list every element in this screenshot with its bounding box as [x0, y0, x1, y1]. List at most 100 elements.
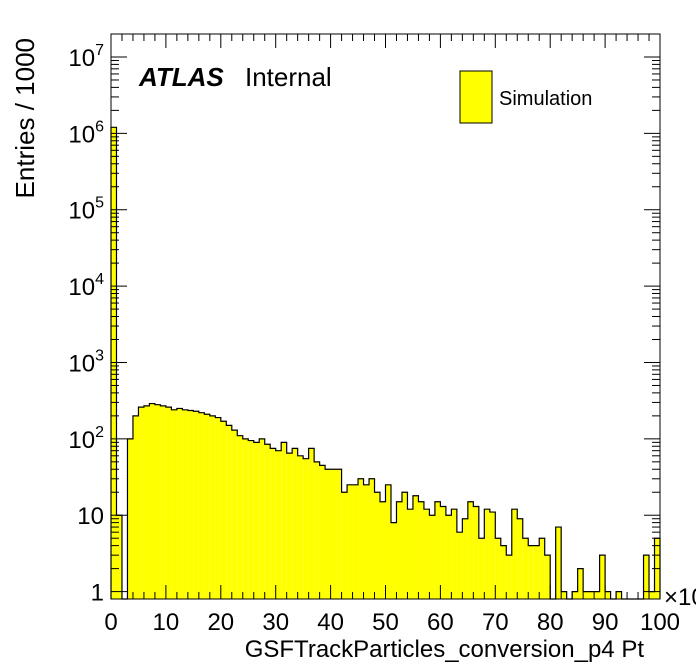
histogram-bin [154, 404, 161, 599]
histogram-bin [363, 484, 370, 599]
histogram-bin [319, 465, 326, 599]
histogram-bin [577, 568, 584, 599]
histogram-bin [539, 538, 545, 599]
histogram-bin [259, 438, 265, 599]
histogram-bin [412, 495, 419, 599]
histogram-bin [484, 509, 490, 599]
x-tick-label: 90 [592, 609, 619, 636]
histogram-outline [110, 126, 661, 600]
y-tick-labels: 1 10 102 103 104 105 106 107 [68, 42, 104, 607]
histogram-bin [138, 407, 144, 599]
histogram-bin [583, 591, 589, 599]
histogram-bin [522, 538, 529, 599]
histogram-bin [467, 501, 474, 599]
x-tick-label: 100 [640, 609, 680, 636]
x-tick-label: 50 [372, 609, 399, 636]
histogram-bin [533, 545, 540, 599]
histogram-bin [111, 127, 117, 599]
histogram-bin [374, 492, 381, 599]
histogram-bin [171, 409, 177, 599]
histogram-bin [127, 438, 133, 599]
histogram-bin [500, 545, 507, 599]
histogram-bin [605, 591, 611, 599]
histogram-bin [193, 411, 199, 599]
legend-swatch [459, 70, 493, 124]
histogram-bin [594, 591, 600, 599]
histogram-bin [264, 444, 271, 599]
y-tick-label: 103 [68, 347, 104, 377]
histogram-bin [176, 408, 183, 599]
histogram-bin [286, 453, 293, 599]
histogram-bin [401, 492, 408, 599]
histogram-bin [325, 469, 331, 599]
histogram-bin [275, 450, 282, 599]
histogram-bin [297, 455, 304, 599]
histogram-bin [495, 538, 501, 599]
histogram-bin [489, 512, 496, 599]
histogram-bin [555, 527, 562, 599]
histogram-bin [242, 438, 249, 599]
histogram-bin [198, 412, 205, 599]
histogram-bin [352, 484, 359, 599]
histogram-bin [478, 538, 485, 599]
histogram-bin [347, 484, 353, 599]
histogram-bin [341, 492, 348, 599]
y-tick-label: 107 [68, 42, 104, 72]
atlas-label: ATLAS Internal [138, 62, 332, 92]
histogram-bin [237, 435, 243, 599]
histogram-bin [588, 591, 595, 599]
histogram-bin [528, 545, 534, 599]
histogram-bin [511, 509, 518, 599]
histogram-bin [149, 403, 155, 599]
histogram-bin [390, 522, 397, 599]
x-tick-label: 70 [482, 609, 509, 636]
histogram-bin [423, 509, 430, 599]
histogram-bin [643, 555, 650, 599]
histogram-bin [561, 591, 567, 599]
x-axis-label: GSFTrackParticles_conversion_p4 Pt [245, 636, 645, 663]
histogram-bin [385, 484, 391, 599]
histogram-bin [649, 591, 655, 599]
x-axis-exponent: ×10 [664, 584, 696, 611]
histogram-bin [253, 442, 260, 599]
x-tick-label: 30 [262, 609, 289, 636]
y-axis-label: Entries / 1000 [10, 38, 40, 198]
histogram-bin [292, 448, 298, 599]
x-tick-label: 80 [537, 609, 564, 636]
histogram-bin [330, 469, 337, 599]
y-tick-label: 104 [68, 271, 104, 301]
atlas-label-internal: Internal [245, 62, 332, 92]
x-tick-label: 60 [427, 609, 454, 636]
histogram-bin [270, 448, 276, 599]
legend-label: Simulation [499, 88, 592, 110]
histogram-bin [231, 430, 238, 599]
histogram-bin [429, 515, 435, 599]
histogram-bin [380, 501, 386, 599]
histogram-bin [616, 591, 622, 599]
histogram-bin [187, 410, 194, 599]
x-tick-labels: 0 10 20 30 40 50 60 70 80 90 100 [104, 609, 680, 636]
axis-ticks [110, 33, 661, 599]
histogram-bars [110, 126, 661, 600]
histogram-bin [462, 518, 468, 599]
histogram-bin [226, 425, 232, 599]
histogram-bin [303, 458, 309, 599]
histogram-bin [473, 506, 479, 599]
x-tick-label: 20 [207, 609, 234, 636]
histogram-bin [160, 405, 166, 599]
histogram-bin [165, 407, 172, 599]
y-tick-label: 10 [77, 503, 104, 530]
histogram-bin [336, 469, 342, 599]
histogram-bin [396, 501, 402, 599]
x-tick-label: 0 [104, 609, 117, 636]
histogram-bin [369, 478, 375, 599]
histogram-bin [445, 515, 452, 599]
histogram-bin [308, 448, 315, 599]
x-tick-label: 40 [317, 609, 344, 636]
atlas-label-bold: ATLAS [138, 62, 224, 92]
histogram-bin [314, 461, 320, 599]
histogram-bin [143, 405, 150, 599]
y-tick-label: 102 [68, 424, 104, 454]
histogram-bin [132, 415, 139, 599]
